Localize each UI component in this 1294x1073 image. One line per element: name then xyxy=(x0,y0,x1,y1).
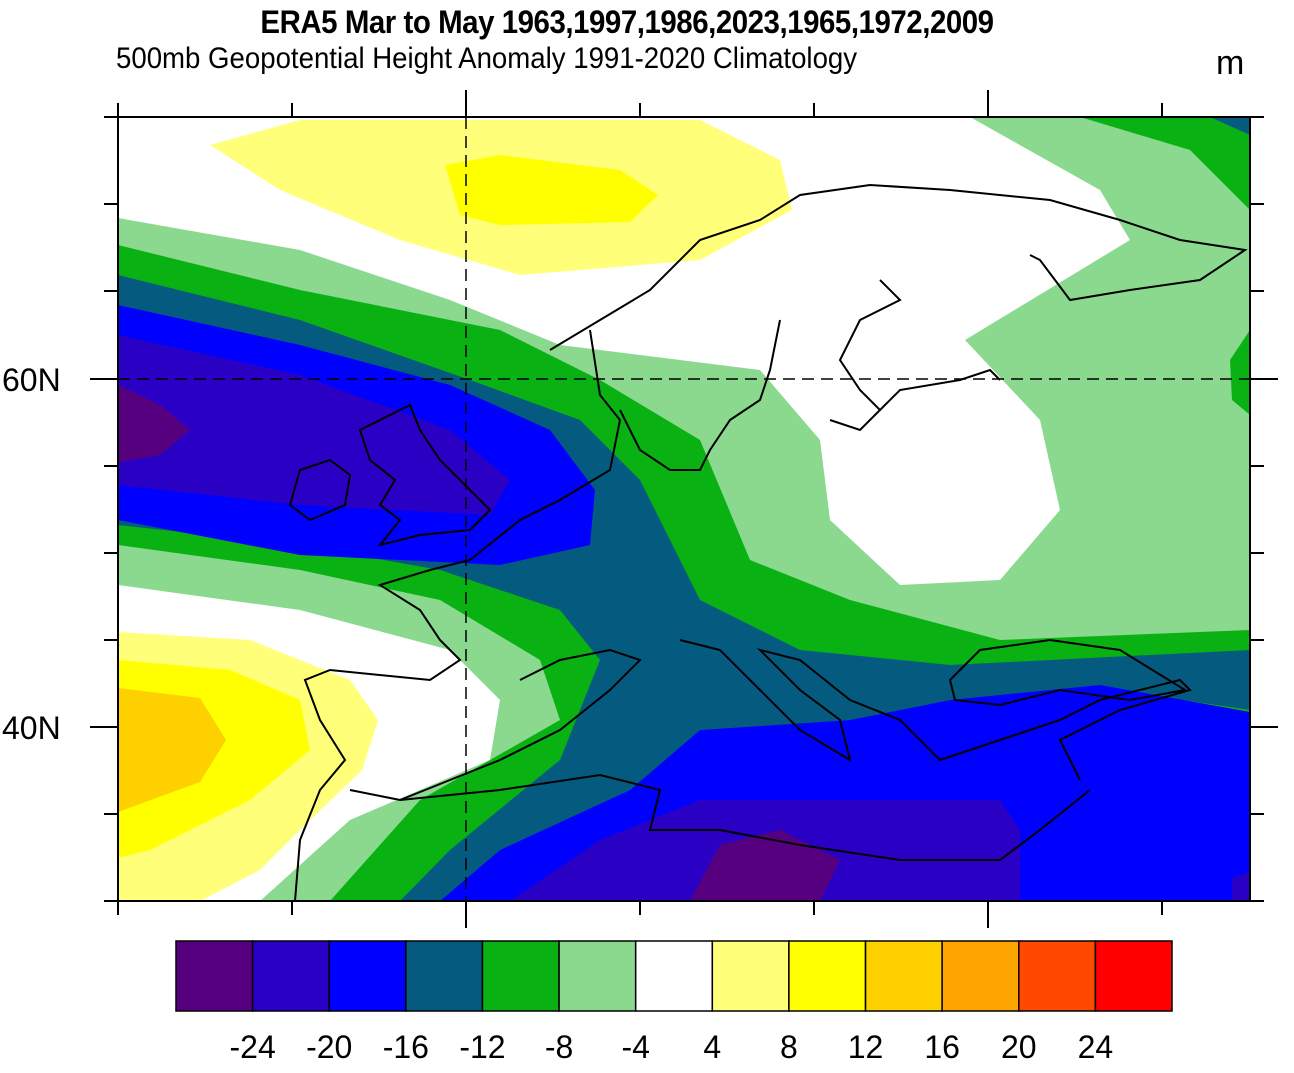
colorbar-box xyxy=(481,940,560,1012)
colorbar-label: 8 xyxy=(780,1029,798,1065)
coast-continent-west xyxy=(294,329,622,901)
colorbar-box xyxy=(1094,940,1173,1012)
coast-scandinavia xyxy=(549,183,1248,471)
coastlines xyxy=(288,183,1248,901)
coast-italy-balkans xyxy=(679,639,1192,781)
colorbar-label: 4 xyxy=(703,1029,721,1065)
band-plus8-north xyxy=(445,155,658,225)
lat-label-40n: 40N xyxy=(2,710,61,746)
colorbar-box xyxy=(634,940,714,1012)
coast-black-sea xyxy=(948,638,1188,707)
coast-north-africa xyxy=(399,773,1091,861)
colorbar-box xyxy=(941,940,1020,1012)
colorbar-label: 12 xyxy=(848,1029,884,1065)
band-minus24-west xyxy=(118,385,190,462)
coast-ireland xyxy=(288,458,352,522)
band-minus12-ne xyxy=(1210,117,1250,135)
colorbar-label: -24 xyxy=(229,1029,275,1065)
colorbar-label: -4 xyxy=(621,1029,649,1065)
lat-label-60n: 60N xyxy=(2,362,61,398)
colorbar-box xyxy=(405,940,484,1012)
colorbar-box xyxy=(251,940,330,1012)
colorbar-label: -16 xyxy=(383,1029,429,1065)
colorbar-box xyxy=(864,940,943,1012)
plot-title: ERA5 Mar to May 1963,1997,1986,2023,1965… xyxy=(260,4,994,40)
colorbar: -24 -20 -16 -12 -8 -4 4 8 12 16 20 24 xyxy=(175,940,1173,1065)
colorbar-box xyxy=(788,940,867,1012)
band-minus24-south xyxy=(690,830,840,901)
colorbar-label: 20 xyxy=(1001,1029,1037,1065)
colorbar-box xyxy=(175,940,254,1012)
band-minus8-e xyxy=(1230,330,1250,415)
colorbar-label: -20 xyxy=(306,1029,352,1065)
units-label: m xyxy=(1216,44,1245,82)
colorbar-label: 24 xyxy=(1078,1029,1114,1065)
colorbar-box xyxy=(558,940,637,1012)
plot-subtitle: 500mb Geopotential Height Anomaly 1991-2… xyxy=(116,42,858,75)
colorbar-box xyxy=(711,940,790,1012)
band-minus8-ne xyxy=(1080,117,1250,210)
colorbar-label: -12 xyxy=(459,1029,505,1065)
colorbar-label: 16 xyxy=(924,1029,960,1065)
coast-iberia-south xyxy=(349,648,642,802)
colorbar-box xyxy=(1018,940,1097,1012)
band-minus20-se xyxy=(1232,872,1250,901)
colorbar-label: -8 xyxy=(545,1029,573,1065)
band-plus12-sw xyxy=(118,688,226,812)
contour-fill xyxy=(118,117,1250,901)
coast-britain xyxy=(358,403,492,547)
map-frame xyxy=(117,116,1251,902)
band-minus20-west xyxy=(118,335,510,515)
coast-baltic-east xyxy=(879,368,1001,411)
axis-ticks xyxy=(90,90,1278,928)
colorbar-box xyxy=(328,940,407,1012)
